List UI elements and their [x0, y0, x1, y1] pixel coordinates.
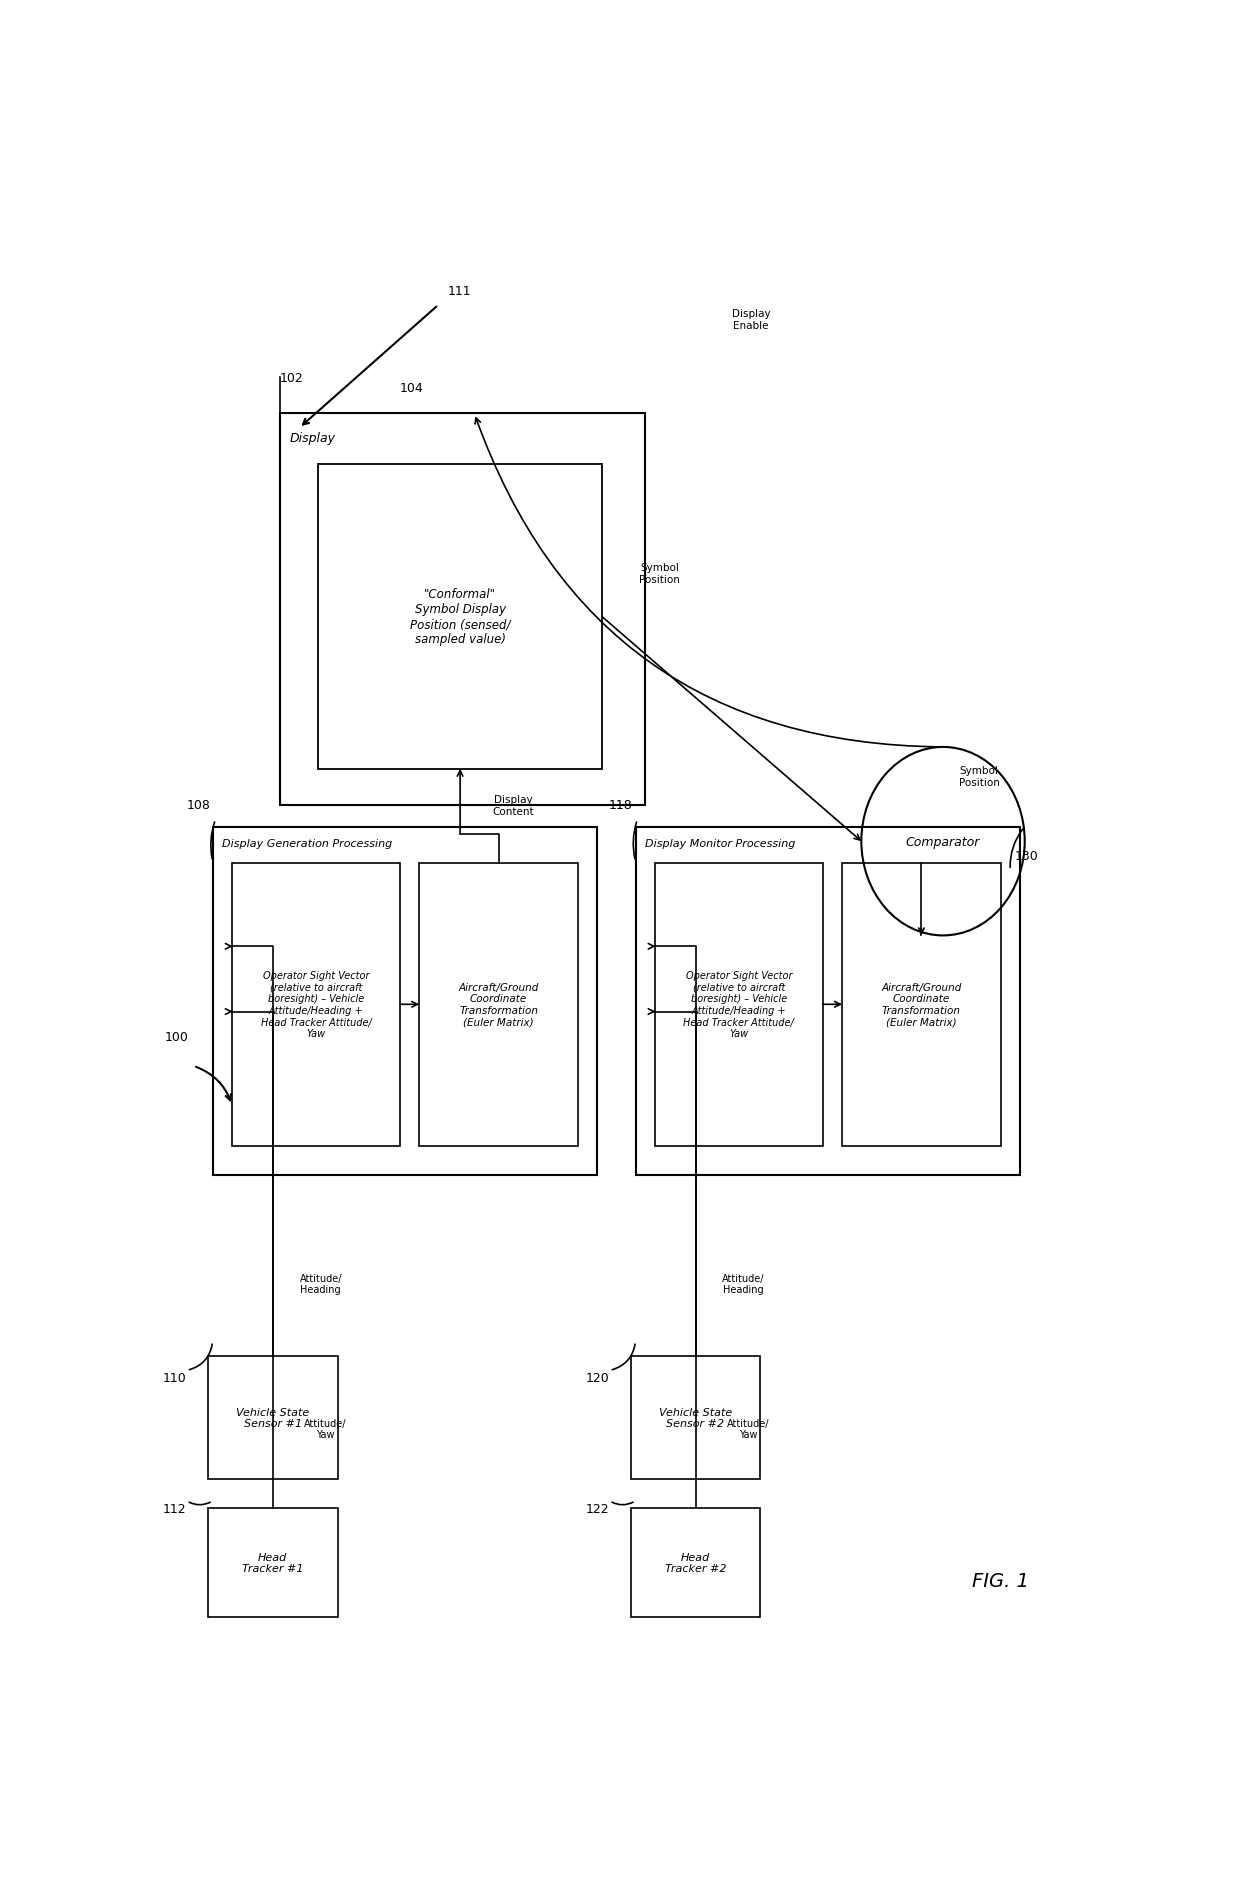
FancyBboxPatch shape: [419, 864, 578, 1146]
Text: 112: 112: [164, 1502, 187, 1515]
Text: Aircraft/Ground
Coordinate
Transformation
(Euler Matrix): Aircraft/Ground Coordinate Transformatio…: [882, 982, 961, 1028]
FancyBboxPatch shape: [208, 1357, 337, 1479]
Text: Symbol
Position: Symbol Position: [639, 563, 680, 585]
Text: Attitude/
Yaw: Attitude/ Yaw: [727, 1417, 770, 1440]
Text: 120: 120: [585, 1372, 610, 1385]
Text: 102: 102: [280, 371, 304, 384]
Text: 110: 110: [162, 1372, 187, 1385]
Text: 122: 122: [587, 1502, 610, 1515]
Text: Attitude/
Yaw: Attitude/ Yaw: [304, 1417, 347, 1440]
Text: 104: 104: [401, 382, 424, 395]
FancyBboxPatch shape: [842, 864, 1001, 1146]
FancyBboxPatch shape: [208, 1507, 337, 1617]
Text: FIG. 1: FIG. 1: [972, 1571, 1029, 1590]
Text: 130: 130: [1016, 849, 1039, 862]
FancyBboxPatch shape: [631, 1507, 760, 1617]
FancyBboxPatch shape: [631, 1357, 760, 1479]
Text: Operator Sight Vector
(relative to aircraft
boresight) – Vehicle
Attitude/Headin: Operator Sight Vector (relative to aircr…: [683, 971, 794, 1039]
Text: Operator Sight Vector
(relative to aircraft
boresight) – Vehicle
Attitude/Headin: Operator Sight Vector (relative to aircr…: [260, 971, 371, 1039]
Text: Attitude/
Heading: Attitude/ Heading: [723, 1272, 765, 1295]
Text: 100: 100: [165, 1031, 188, 1045]
Text: Vehicle State
Sensor #1: Vehicle State Sensor #1: [236, 1408, 309, 1428]
Text: Display
Content: Display Content: [492, 794, 533, 817]
FancyBboxPatch shape: [232, 864, 401, 1146]
Text: Symbol
Position: Symbol Position: [959, 766, 999, 787]
Text: Attitude/
Heading: Attitude/ Heading: [300, 1272, 342, 1295]
Text: 108: 108: [187, 800, 211, 811]
Text: Display
Enable: Display Enable: [732, 309, 770, 331]
Text: 111: 111: [448, 284, 471, 297]
FancyBboxPatch shape: [655, 864, 823, 1146]
Text: Comparator: Comparator: [906, 836, 980, 849]
Text: Display Generation Processing: Display Generation Processing: [222, 839, 393, 849]
Text: Display Monitor Processing: Display Monitor Processing: [645, 839, 796, 849]
Text: Display: Display: [290, 431, 336, 444]
Text: Head
Tracker #2: Head Tracker #2: [665, 1553, 727, 1573]
Text: Head
Tracker #1: Head Tracker #1: [242, 1553, 304, 1573]
Text: Aircraft/Ground
Coordinate
Transformation
(Euler Matrix): Aircraft/Ground Coordinate Transformatio…: [459, 982, 538, 1028]
Text: 118: 118: [609, 800, 632, 811]
Text: Vehicle State
Sensor #2: Vehicle State Sensor #2: [658, 1408, 732, 1428]
FancyBboxPatch shape: [319, 465, 601, 770]
FancyBboxPatch shape: [213, 828, 596, 1174]
FancyBboxPatch shape: [280, 414, 645, 805]
Text: "Conformal"
Symbol Display
Position (sensed/
sampled value): "Conformal" Symbol Display Position (sen…: [410, 587, 511, 646]
FancyBboxPatch shape: [635, 828, 1019, 1174]
